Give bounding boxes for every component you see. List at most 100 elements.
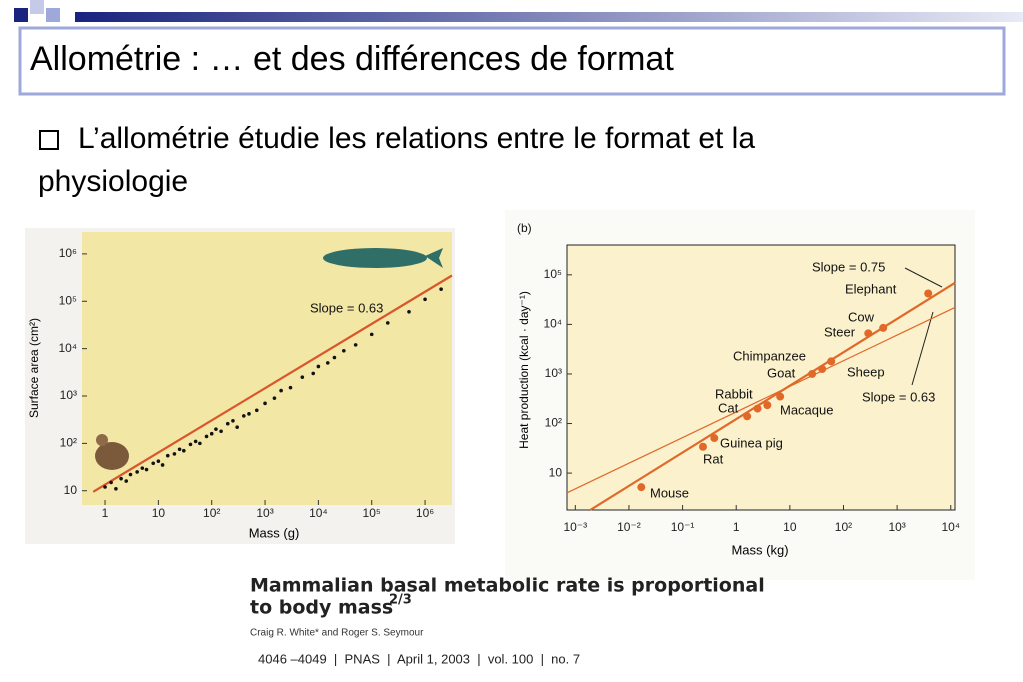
y-axis-label: Heat production (kcal · day⁻¹) [517, 291, 531, 449]
data-point [156, 459, 161, 464]
data-point [172, 452, 177, 456]
deco-square [30, 0, 44, 14]
left-plot-bg [82, 232, 452, 505]
point-label: Sheep [847, 364, 885, 379]
point-label: Cat [718, 400, 739, 415]
y-tick-label: 10⁴ [543, 317, 562, 331]
data-point [279, 388, 283, 393]
citation-title: Mammalian basal metabolic rate is propor… [250, 575, 765, 597]
deco-square [14, 8, 28, 22]
y-tick-label: 10² [60, 436, 77, 450]
x-tick-label: 10² [835, 520, 852, 534]
data-point [385, 321, 390, 325]
data-point [818, 364, 827, 373]
slide-title: Allométrie : … et des différences de for… [30, 40, 674, 78]
data-point [188, 442, 193, 447]
x-tick-label: 10 [783, 520, 797, 534]
x-tick-label: 10⁻¹ [671, 520, 695, 534]
data-point [242, 414, 246, 418]
x-axis-label: Mass (g) [249, 525, 300, 540]
data-point [827, 357, 836, 366]
data-point [763, 401, 772, 410]
data-point [209, 431, 214, 436]
point-label: Rabbit [715, 386, 753, 401]
point-label: Rat [703, 451, 724, 466]
data-point [776, 392, 785, 401]
data-point [753, 404, 762, 413]
x-tick-label: 1 [733, 520, 740, 534]
y-tick-label: 10² [545, 416, 562, 430]
data-point [225, 421, 230, 426]
citation-exponent: 2/3 [389, 593, 412, 608]
mouse-icon [95, 442, 129, 470]
data-point [698, 442, 707, 451]
whale-icon [323, 248, 427, 268]
y-axis-label: Surface area (cm²) [27, 318, 41, 418]
y-tick-label: 10³ [545, 366, 562, 380]
data-point [300, 375, 305, 379]
x-tick-label: 10⁴ [941, 520, 960, 534]
fit-line [566, 306, 956, 494]
data-point [311, 371, 316, 376]
fit-line [589, 281, 956, 511]
annotation-pointer [904, 267, 943, 288]
bullet-text: L’allométrie étudie les relations entre … [78, 122, 755, 155]
x-tick-label: 10⁵ [363, 506, 381, 520]
data-point [193, 439, 198, 444]
point-label: Goat [767, 365, 796, 380]
data-point [214, 427, 218, 431]
data-point [160, 463, 165, 467]
data-point [423, 297, 427, 302]
y-tick-label: 10³ [60, 388, 77, 402]
data-point [235, 425, 239, 429]
data-point [263, 401, 267, 406]
point-label: Macaque [780, 402, 833, 417]
data-point [369, 332, 374, 337]
point-label: Elephant [845, 281, 897, 296]
data-point [637, 483, 646, 492]
bullet-text: physiologie [38, 165, 188, 198]
data-point [114, 486, 118, 491]
data-point [124, 479, 129, 483]
data-point [407, 309, 411, 314]
title-box [18, 26, 1006, 96]
data-point [247, 412, 251, 416]
data-point [151, 461, 155, 466]
data-point [135, 470, 139, 474]
data-point [332, 355, 337, 360]
y-tick-label: 10⁵ [59, 293, 77, 307]
data-point [924, 289, 933, 298]
annotation: Slope = 0.63 [862, 389, 935, 404]
mouse-ear [96, 434, 108, 446]
data-point [177, 447, 182, 452]
x-tick-label: 10⁻³ [563, 520, 587, 534]
y-tick-label: 10 [64, 483, 78, 497]
y-tick-label: 10⁶ [59, 246, 77, 260]
citation-footer: 4046 –4049 | PNAS | April 1, 2003 | vol.… [258, 651, 580, 666]
x-tick-label: 1 [102, 506, 109, 520]
citation-authors: Craig R. White* and Roger S. Seymour [250, 628, 424, 639]
annotation: Slope = 0.75 [812, 259, 885, 274]
bullet-box [39, 130, 59, 150]
x-tick-label: 10⁴ [309, 506, 328, 520]
annotation-pointer [911, 311, 934, 386]
data-point [144, 467, 149, 472]
data-point [254, 408, 259, 413]
annotation: (b) [517, 221, 532, 235]
data-point [316, 364, 321, 369]
data-point [879, 323, 888, 332]
x-tick-label: 10⁻² [617, 520, 641, 534]
point-label: Mouse [650, 485, 689, 500]
data-point [128, 472, 133, 477]
x-axis-label: Mass (kg) [731, 542, 788, 557]
data-point [288, 385, 293, 390]
data-point [808, 369, 817, 378]
data-point [710, 434, 719, 443]
data-point [353, 343, 358, 347]
annotation: Slope = 0.63 [310, 300, 383, 315]
data-point [119, 476, 123, 481]
data-point [272, 396, 277, 400]
x-tick-label: 10³ [888, 520, 905, 534]
point-label: Cow [848, 309, 875, 324]
